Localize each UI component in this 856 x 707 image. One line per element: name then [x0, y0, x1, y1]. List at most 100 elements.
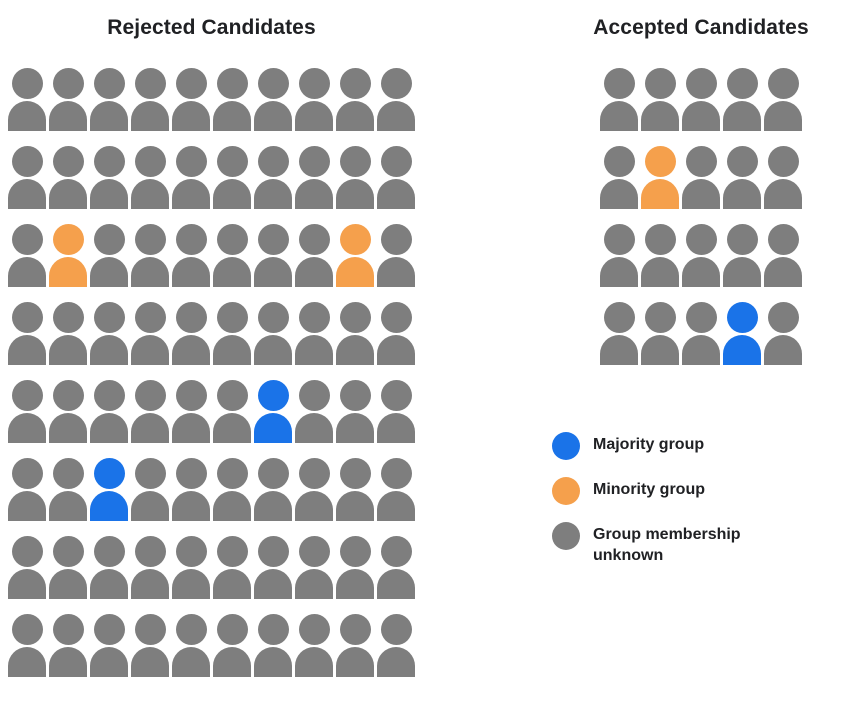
person-head	[685, 302, 717, 333]
pictogram-row	[8, 614, 415, 677]
person-head	[339, 380, 371, 411]
person-body	[8, 335, 46, 365]
person-icon-unknown	[254, 68, 292, 131]
person-head	[52, 380, 84, 411]
person-body	[682, 179, 720, 209]
person-body	[641, 179, 679, 209]
person-body	[172, 491, 210, 521]
person-icon-minority	[49, 224, 87, 287]
person-head	[380, 68, 412, 99]
person-body	[213, 413, 251, 443]
majority-circle-icon	[552, 432, 580, 460]
person-icon-unknown	[764, 224, 802, 287]
pictogram-row	[8, 458, 415, 521]
person-body	[172, 647, 210, 677]
person-body	[723, 335, 761, 365]
person-head	[134, 146, 166, 177]
person-head	[298, 68, 330, 99]
person-body	[172, 101, 210, 131]
person-body	[377, 257, 415, 287]
person-body	[336, 569, 374, 599]
person-head	[52, 614, 84, 645]
person-head	[644, 146, 676, 177]
person-body	[254, 569, 292, 599]
person-head	[298, 536, 330, 567]
person-head	[257, 68, 289, 99]
person-icon-unknown	[723, 146, 761, 209]
person-head	[11, 536, 43, 567]
person-icon-unknown	[254, 146, 292, 209]
accepted-candidates-title: Accepted Candidates	[593, 16, 809, 39]
person-icon-unknown	[172, 536, 210, 599]
person-head	[380, 536, 412, 567]
person-icon-unknown	[682, 68, 720, 131]
person-body	[213, 569, 251, 599]
person-head	[644, 68, 676, 99]
person-head	[380, 302, 412, 333]
person-body	[254, 647, 292, 677]
person-icon-unknown	[336, 302, 374, 365]
person-head	[134, 536, 166, 567]
person-head	[11, 224, 43, 255]
person-icon-unknown	[8, 68, 46, 131]
person-head	[257, 536, 289, 567]
person-head	[216, 302, 248, 333]
person-body	[90, 491, 128, 521]
person-body	[377, 647, 415, 677]
person-icon-unknown	[377, 458, 415, 521]
person-icon-unknown	[213, 146, 251, 209]
person-icon-unknown	[131, 302, 169, 365]
person-body	[8, 179, 46, 209]
person-icon-unknown	[600, 68, 638, 131]
person-icon-unknown	[377, 614, 415, 677]
person-icon-unknown	[641, 224, 679, 287]
person-icon-unknown	[213, 458, 251, 521]
person-body	[213, 491, 251, 521]
legend-item-unknown: Group membership unknown	[552, 522, 765, 567]
person-icon-unknown	[49, 536, 87, 599]
person-head	[134, 68, 166, 99]
person-body	[254, 413, 292, 443]
person-icon-unknown	[295, 68, 333, 131]
person-body	[8, 101, 46, 131]
person-body	[336, 101, 374, 131]
person-head	[380, 458, 412, 489]
person-body	[295, 491, 333, 521]
person-body	[336, 491, 374, 521]
person-icon-unknown	[131, 536, 169, 599]
person-icon-unknown	[682, 146, 720, 209]
legend-item-majority: Majority group	[552, 432, 765, 460]
person-head	[93, 380, 125, 411]
person-icon-unknown	[641, 302, 679, 365]
person-head	[11, 68, 43, 99]
person-body	[131, 491, 169, 521]
person-head	[93, 146, 125, 177]
person-body	[49, 101, 87, 131]
person-icon-unknown	[8, 614, 46, 677]
person-head	[93, 224, 125, 255]
person-body	[377, 179, 415, 209]
person-icon-unknown	[336, 68, 374, 131]
person-body	[90, 101, 128, 131]
person-icon-unknown	[295, 614, 333, 677]
person-icon-unknown	[336, 458, 374, 521]
person-body	[377, 335, 415, 365]
person-body	[49, 257, 87, 287]
person-head	[257, 224, 289, 255]
rejected-candidates-title: Rejected Candidates	[107, 16, 316, 39]
person-body	[336, 179, 374, 209]
person-head	[52, 458, 84, 489]
person-icon-unknown	[213, 68, 251, 131]
person-icon-unknown	[377, 224, 415, 287]
person-icon-unknown	[764, 68, 802, 131]
person-body	[172, 179, 210, 209]
person-head	[685, 146, 717, 177]
accepted-candidates-grid	[600, 68, 802, 365]
person-icon-unknown	[600, 302, 638, 365]
person-body	[336, 335, 374, 365]
person-head	[767, 68, 799, 99]
person-body	[723, 101, 761, 131]
person-head	[93, 302, 125, 333]
person-head	[175, 68, 207, 99]
